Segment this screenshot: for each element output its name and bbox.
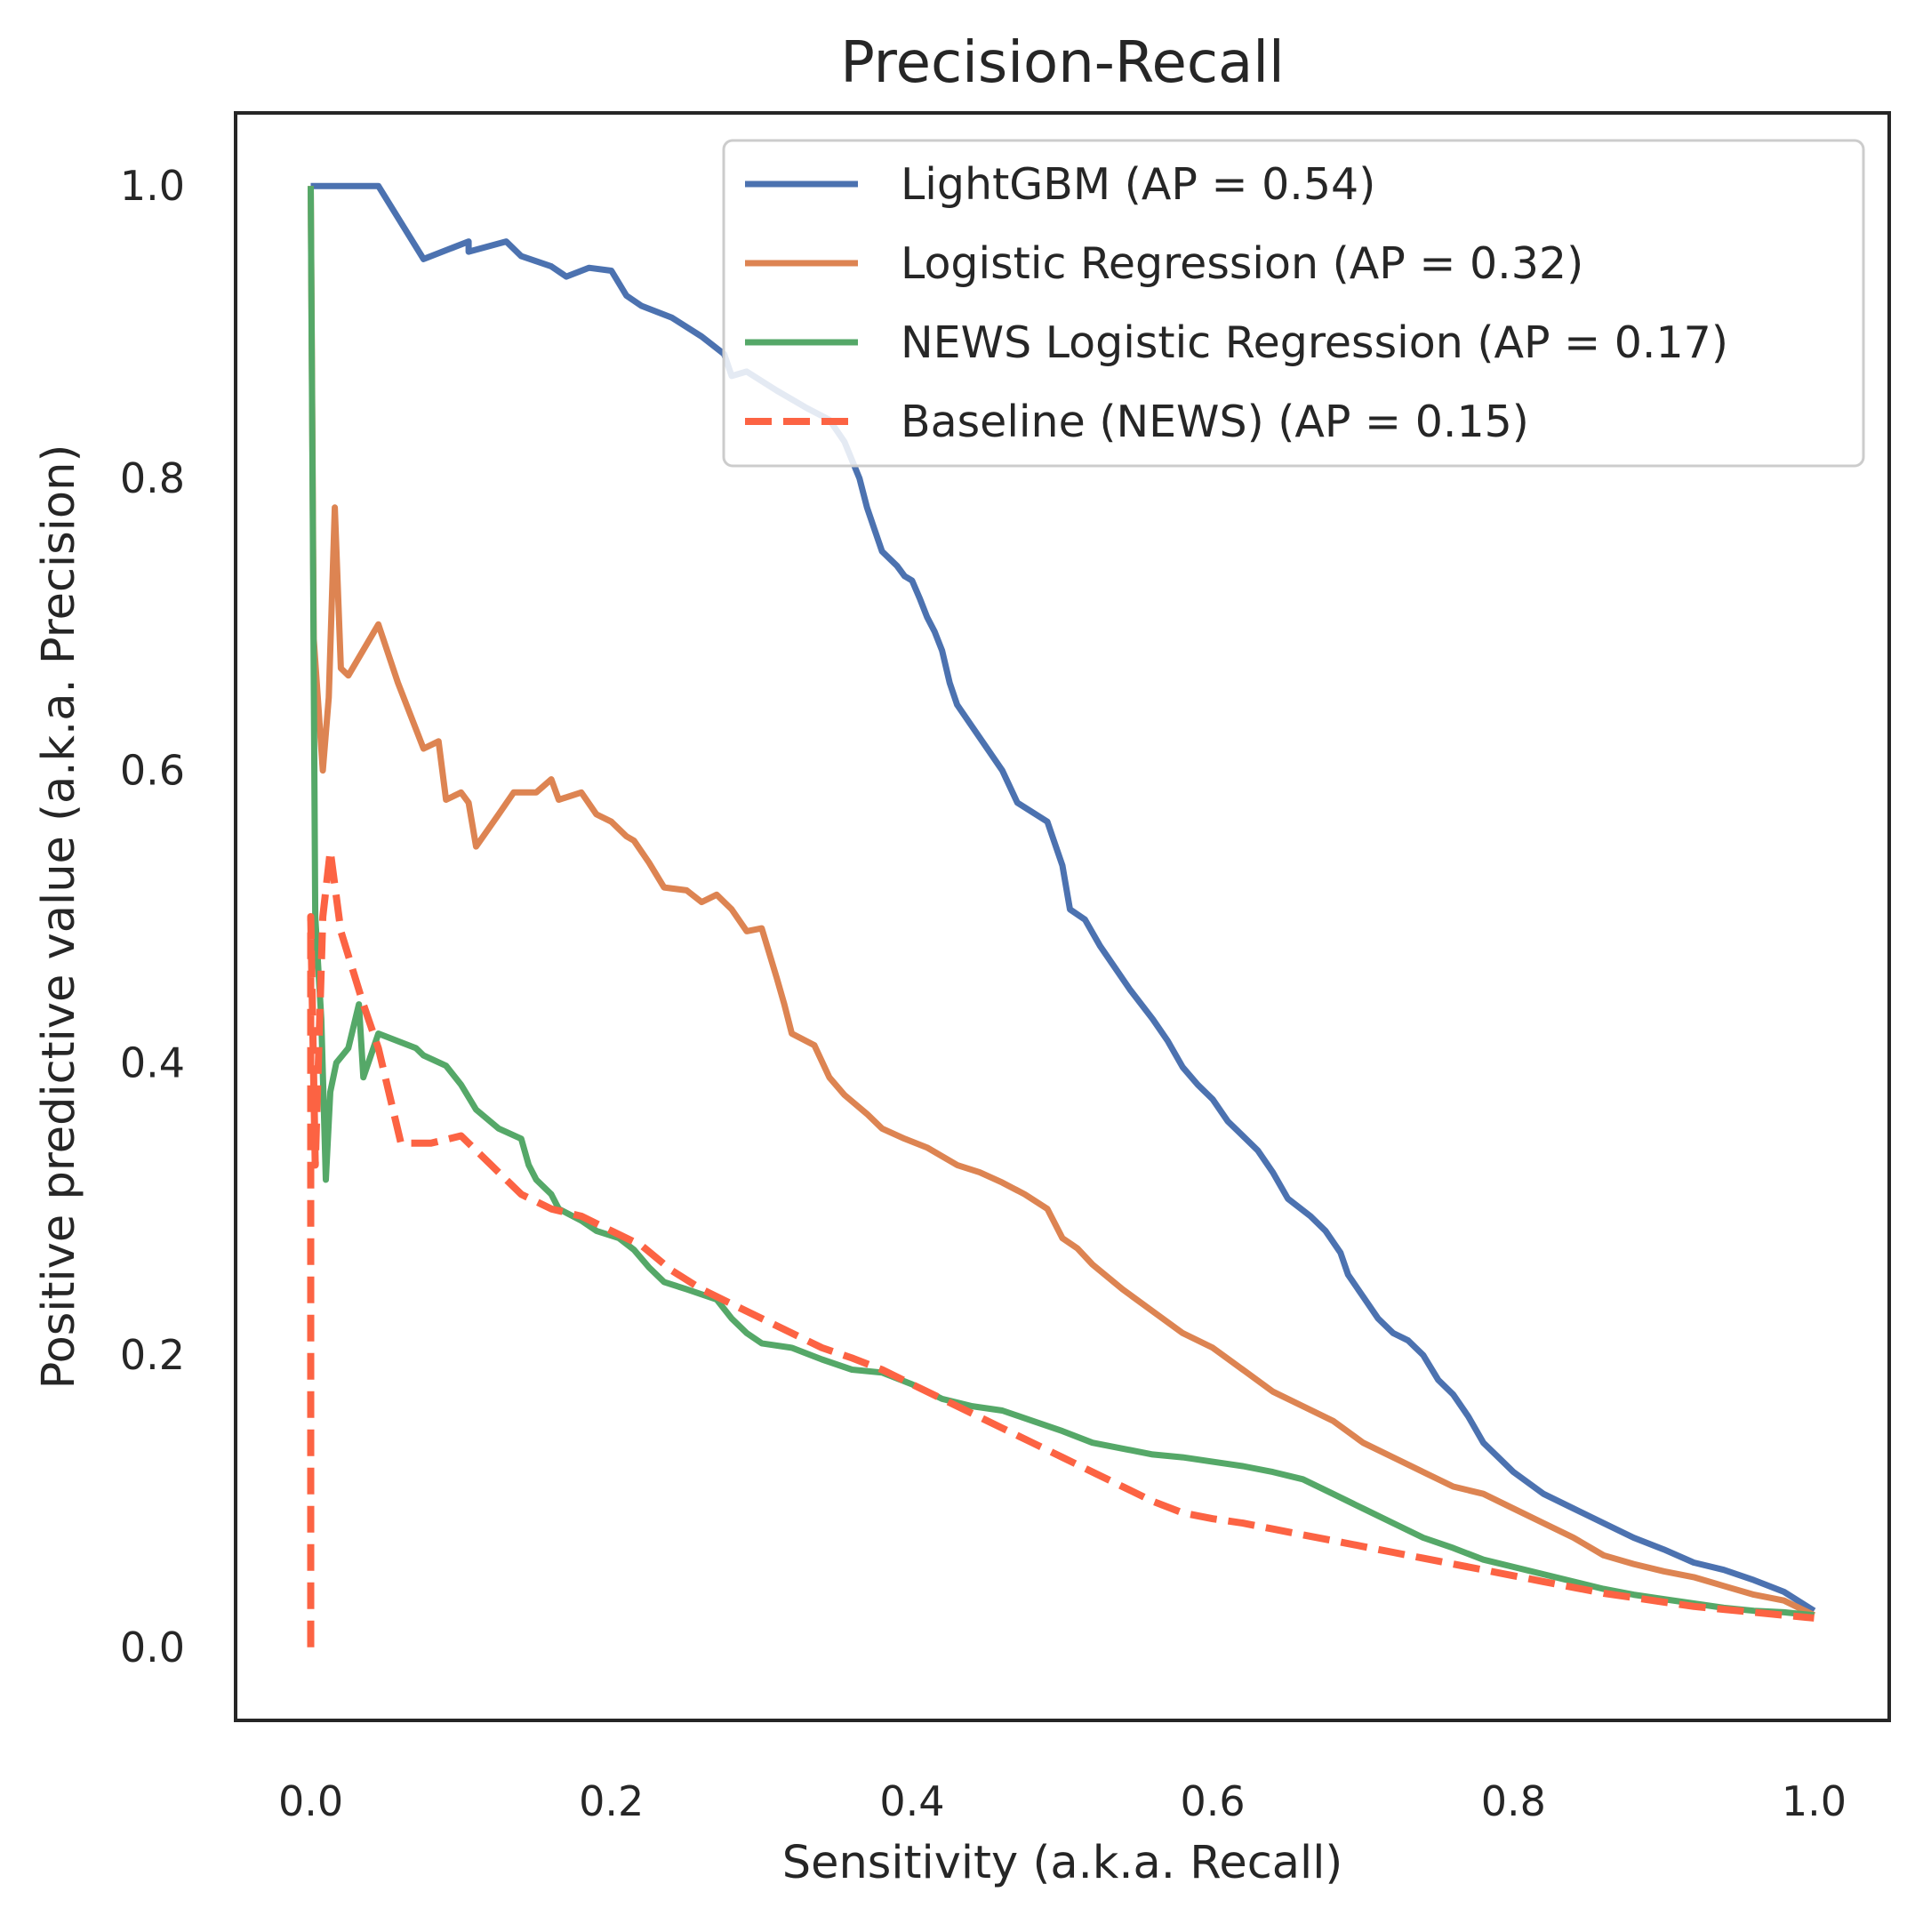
legend-label: NEWS Logistic Regression (AP = 0.17)	[901, 317, 1728, 368]
legend-label: LightGBM (AP = 0.54)	[901, 159, 1375, 210]
y-tick-label: 1.0	[120, 162, 185, 210]
series-line-lightgbm	[310, 182, 1816, 1614]
x-axis-ticks: 0.0 0.2 0.4 0.6 0.8 1.0	[278, 1777, 1847, 1825]
legend-box	[722, 139, 1865, 468]
plot-frame	[234, 111, 1891, 1722]
y-tick-label: 0.4	[120, 1038, 185, 1086]
y-tick-label: 0.8	[120, 454, 185, 502]
y-axis-ticks: 0.0 0.2 0.4 0.6 0.8 1.0	[120, 162, 185, 1671]
legend: LightGBM (AP = 0.54) Logistic Regression …	[722, 139, 1865, 468]
x-tick-label: 0.0	[278, 1777, 343, 1825]
x-tick-label: 0.8	[1481, 1777, 1546, 1825]
x-tick-label: 0.6	[1181, 1777, 1246, 1825]
y-tick-label: 0.0	[120, 1623, 185, 1671]
series-line-news-logistic-regression	[308, 186, 1815, 1619]
y-tick-label: 0.6	[120, 747, 185, 795]
chart-title: Precision-Recall	[840, 30, 1285, 96]
legend-items: LightGBM (AP = 0.54) Logistic Regression …	[745, 159, 1728, 447]
y-tick-label: 0.2	[120, 1331, 185, 1379]
x-tick-label: 1.0	[1782, 1777, 1847, 1825]
series-line-logistic-regression	[308, 186, 1816, 1618]
series-lines	[307, 182, 1816, 1647]
series-line-baseline-news	[307, 847, 1815, 1647]
x-tick-label: 0.4	[879, 1777, 944, 1825]
x-tick-label: 0.2	[579, 1777, 644, 1825]
legend-label: Baseline (NEWS) (AP = 0.15)	[901, 397, 1529, 447]
x-axis-label: Sensitivity (a.k.a. Recall)	[782, 1837, 1343, 1889]
y-axis-label: Positive predictive value (a.k.a. Precis…	[33, 445, 85, 1390]
legend-label: Logistic Regression (AP = 0.32)	[901, 238, 1583, 289]
